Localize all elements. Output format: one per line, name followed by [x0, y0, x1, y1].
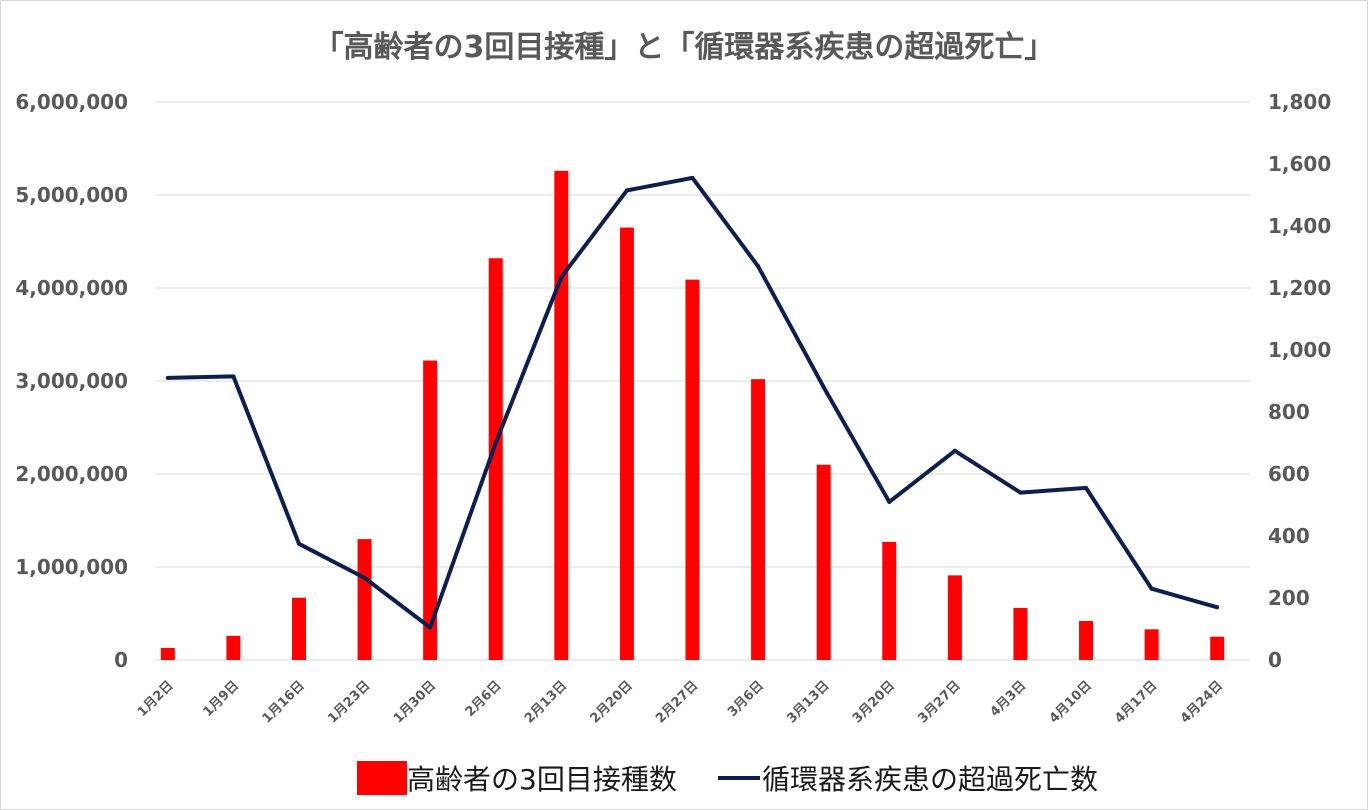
- legend-label-bar: 高齢者の3回目接種数: [407, 763, 677, 796]
- bar-series: [160, 170, 1225, 661]
- line-point: [296, 541, 301, 546]
- x-tick-label: 3月6日: [725, 678, 767, 720]
- y-right-tick-label: 1,800: [1268, 90, 1331, 114]
- bar: [882, 541, 897, 660]
- line-point: [231, 374, 236, 379]
- chart-title: 「高齢者の3回目接種」と「循環器系疾患の超過死亡」: [313, 30, 1055, 65]
- line-point: [756, 264, 761, 269]
- y-right-tick-label: 1,400: [1268, 214, 1331, 238]
- y-right-tick-label: 200: [1268, 586, 1310, 610]
- x-tick-label: 4月24日: [1178, 678, 1226, 726]
- x-tick-label: 1月16日: [260, 678, 308, 726]
- line-point: [1215, 605, 1220, 610]
- bar: [423, 360, 438, 660]
- y-left-tick-label: 3,000,000: [15, 369, 128, 393]
- bar: [357, 539, 372, 660]
- gridlines: [155, 101, 1250, 661]
- line-point: [1018, 490, 1023, 495]
- line-series: [165, 175, 1220, 630]
- line-point: [1084, 485, 1089, 490]
- right-axis-ticks: 0 200 400 600 800 1,000 1,200 1,400 1,600 1,800: [1268, 90, 1331, 672]
- bar: [816, 464, 831, 660]
- x-tick-label: 2月6日: [463, 678, 505, 720]
- y-right-tick-label: 600: [1268, 462, 1310, 486]
- line-point: [559, 275, 564, 280]
- line-point: [690, 175, 695, 180]
- x-tick-label: 2月13日: [522, 678, 570, 726]
- bar: [160, 647, 175, 660]
- bar: [685, 279, 700, 660]
- y-left-tick-label: 5,000,000: [15, 183, 128, 207]
- x-tick-label: 2月20日: [588, 678, 636, 726]
- y-right-tick-label: 1,000: [1268, 338, 1331, 362]
- bar: [1013, 607, 1028, 660]
- line-point: [1149, 586, 1154, 591]
- y-left-tick-label: 4,000,000: [15, 276, 128, 300]
- line-point: [428, 625, 433, 630]
- y-left-tick-label: 0: [114, 648, 128, 672]
- bar: [751, 379, 766, 660]
- legend-swatch-line: [718, 776, 760, 780]
- bar: [488, 258, 503, 660]
- line-point: [362, 575, 367, 580]
- line-point: [624, 188, 629, 193]
- x-tick-label: 4月17日: [1112, 678, 1160, 726]
- bar: [226, 635, 241, 660]
- bar: [291, 597, 306, 660]
- x-tick-label: 3月20日: [850, 678, 898, 726]
- x-axis-ticks: 1月2日 1月9日 1月16日 1月23日 1月30日 2月6日 2月13日 2月20日 2月2…: [135, 678, 1226, 726]
- bar: [619, 227, 634, 661]
- bar: [554, 170, 569, 660]
- y-right-tick-label: 1,200: [1268, 276, 1331, 300]
- line-point: [165, 375, 170, 380]
- line-point: [493, 441, 498, 445]
- bar: [947, 575, 962, 660]
- legend-item-bar: 高齢者の3回目接種数: [357, 758, 677, 798]
- x-tick-label: 1月23日: [325, 678, 373, 726]
- x-tick-label: 4月10日: [1047, 678, 1095, 726]
- y-right-tick-label: 1,600: [1268, 152, 1331, 176]
- y-left-tick-label: 6,000,000: [15, 90, 128, 114]
- line-point: [821, 385, 826, 390]
- x-tick-label: 2月27日: [653, 678, 701, 726]
- x-tick-label: 1月30日: [391, 678, 439, 726]
- bar: [1210, 636, 1225, 660]
- legend-label-line: 循環器系疾患の超過死亡数: [762, 763, 1099, 796]
- y-left-tick-label: 1,000,000: [15, 555, 128, 579]
- legend: 高齢者の3回目接種数 循環器系疾患の超過死亡数: [0, 758, 1368, 804]
- y-right-tick-label: 800: [1268, 400, 1310, 424]
- line-point: [952, 448, 957, 453]
- legend-swatch-bar: [357, 761, 407, 795]
- legend-item-line: 循環器系疾患の超過死亡数: [718, 758, 1098, 798]
- bar: [1079, 620, 1094, 660]
- x-tick-label: 3月27日: [915, 678, 963, 726]
- x-tick-label: 1月9日: [200, 678, 242, 720]
- left-axis-ticks: 0 1,000,000 2,000,000 3,000,000 4,000,000 5,0…: [15, 90, 128, 672]
- x-tick-label: 1月2日: [135, 678, 177, 720]
- x-tick-label: 4月3日: [987, 678, 1029, 720]
- y-right-tick-label: 0: [1268, 648, 1282, 672]
- line-point: [887, 499, 892, 504]
- y-right-tick-label: 400: [1268, 524, 1310, 548]
- bar: [1144, 629, 1159, 660]
- x-tick-label: 3月13日: [784, 678, 832, 726]
- y-left-tick-label: 2,000,000: [15, 462, 128, 486]
